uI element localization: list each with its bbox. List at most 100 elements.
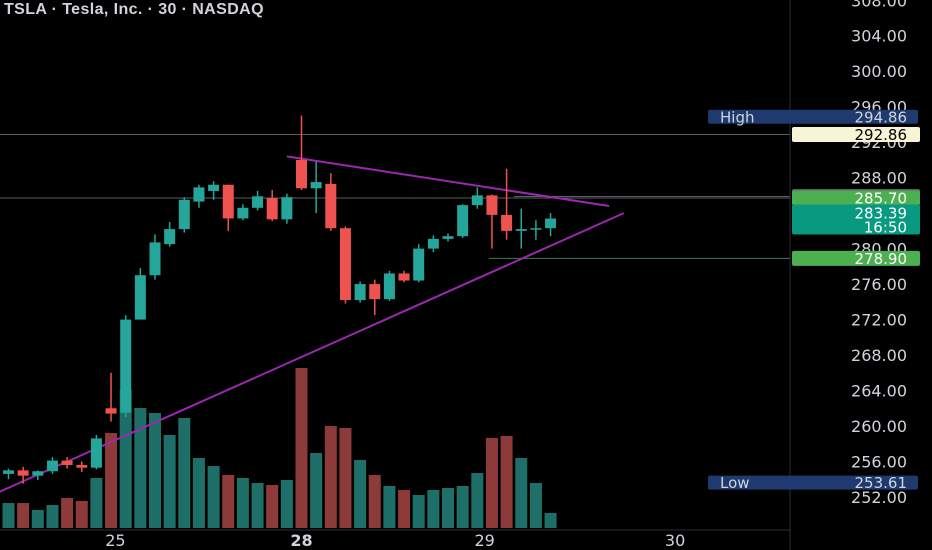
volume-bar [236,478,249,528]
volume-bar [456,486,469,528]
candle-body [310,182,322,189]
volume-bar [149,413,161,528]
high-label-value: 294.86 [855,108,908,126]
y-tick-label: 308.00 [851,0,907,10]
y-tick-label: 288.00 [851,169,907,188]
candle-body [266,198,278,220]
volume-bar [295,368,308,528]
candle-body [369,284,381,300]
low-label-tag: Low [720,474,750,492]
volume-bar [266,485,279,528]
y-tick-label: 272.00 [851,311,907,330]
price-278-90-label-value: 278.90 [855,250,908,268]
y-tick-label: 268.00 [851,346,907,365]
volume-bar [427,490,440,528]
volume-bar [163,435,176,528]
y-tick-label: 260.00 [851,417,907,436]
y-tick-label: 276.00 [851,275,907,294]
volume-bar [398,490,411,528]
low-label-value: 253.61 [855,474,908,492]
volume-bar [383,486,396,528]
candle-body [3,470,14,474]
candle-body [32,471,44,476]
candle-body [105,408,117,414]
candle-body [252,196,264,208]
high-label-tag: High [720,108,754,126]
volume-bar [529,483,542,528]
y-tick-label: 252.00 [851,488,907,507]
volume-bar [354,460,367,528]
candle-body [61,460,73,466]
candle-body [413,248,425,281]
candle-body [76,465,88,468]
candle-body [427,238,439,249]
candle-body [339,228,351,301]
last-price-label-time: 16:50 [864,219,907,237]
x-tick-label: 30 [665,531,685,550]
volume-bar [17,503,30,528]
x-tick-label: 29 [474,531,494,550]
volume-bar [280,480,293,528]
candle-body [354,284,366,301]
candle-body [501,214,513,231]
volume-bar [310,453,323,528]
x-tick-label: 28 [290,531,312,550]
price-285-70-label-value: 285.70 [855,190,908,208]
volume-bar [500,436,513,528]
y-tick-label: 300.00 [851,62,907,81]
candle-body [120,319,132,413]
price-292-86-label-bg [792,127,920,143]
volume-bar [471,473,484,528]
candle-body [383,273,395,300]
candle-body [90,438,102,468]
volume-bar [207,466,220,528]
volume-bar [134,408,147,528]
volume-bar [105,433,118,528]
low-label-bg [708,475,918,490]
volume-bar [61,498,74,528]
candle-body [208,184,220,191]
volume-bar [251,483,264,528]
candle-body [164,229,176,245]
candle-body [193,187,205,202]
volume-bar [75,501,88,528]
candle-body [17,470,29,476]
y-tick-label: 256.00 [851,452,907,471]
volume-bar [412,495,425,528]
volume-bar [339,428,352,528]
volume-bar [90,478,103,528]
candle-body [281,197,293,220]
y-tick-label: 264.00 [851,382,907,401]
y-tick-label: 304.00 [851,27,907,46]
candle-body [442,236,454,239]
volume-bar [544,513,557,528]
volume-bar [192,458,205,528]
volume-bar [31,510,44,528]
high-label-bg [708,109,918,124]
last-price-label-bg [792,204,920,235]
x-tick-label: 25 [105,531,125,550]
volume-bar [515,458,528,528]
candle-body [134,275,146,320]
price-285-70-label-bg [792,190,920,206]
volume-bar [324,426,337,528]
candle-body [515,229,527,231]
volume-bar [46,505,59,528]
volume-bar [485,438,498,528]
volume-bar [119,390,132,528]
candle-body [457,205,469,237]
volume-bar [178,418,191,528]
price-278-90-label-bg [792,250,920,266]
candle-body [545,218,557,229]
volume-bar [222,475,235,528]
volume-bar [368,475,381,528]
price-292-86-label-value: 292.86 [855,126,908,144]
volume-bar [2,503,15,528]
candle-body [222,184,234,219]
last-price-label-value: 283.39 [855,205,908,223]
candle-body [530,228,542,230]
candle-body [237,207,249,219]
candle-body [296,159,307,189]
candle-body [398,273,410,281]
